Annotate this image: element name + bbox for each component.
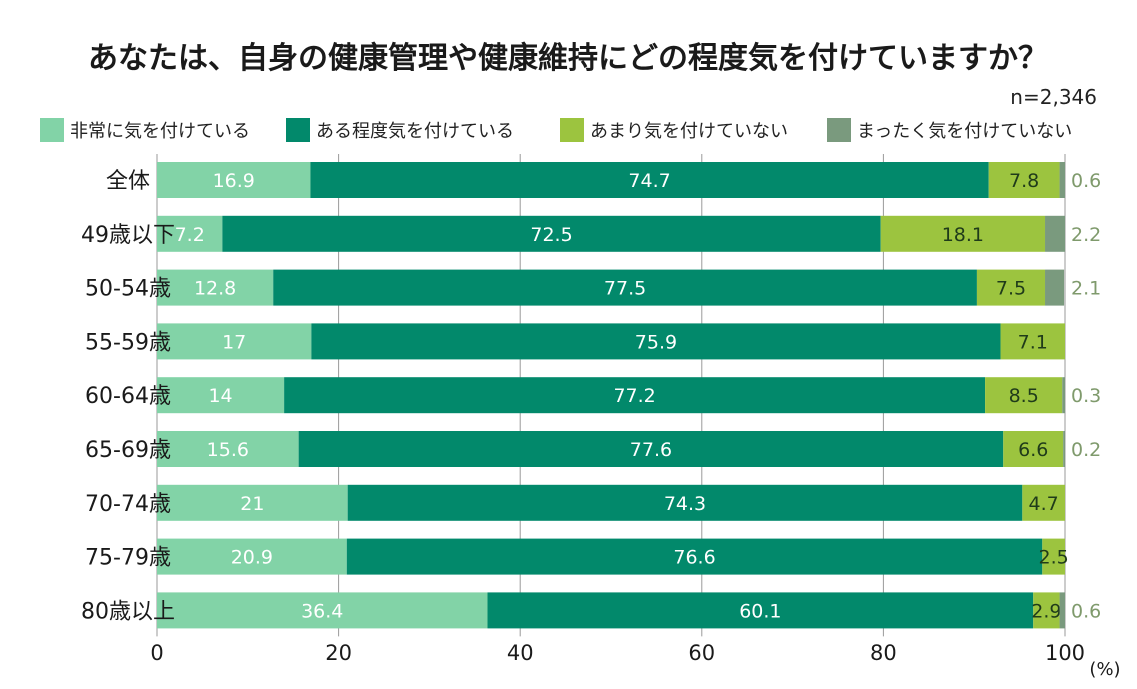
bar-segment-s3-r5 xyxy=(985,377,1063,414)
bar-segment-s4-r6 xyxy=(1063,431,1065,467)
bar-segment-s2-r9 xyxy=(487,592,1034,629)
bar-segment-s3-r4 xyxy=(1000,323,1065,360)
data-label-s2-r9: 60.1 xyxy=(739,600,781,622)
x-tick-label-20: 20 xyxy=(325,641,352,665)
category-labels: 全体 49歳以下 50-54歳 55-59歳 60-64歳 65-69歳 70-74歳 75-… xyxy=(81,169,175,624)
data-label-s1-r9: 36.4 xyxy=(301,600,343,622)
data-label-s4-r3: 2.1 xyxy=(1071,278,1101,300)
data-label-s1-r3: 12.8 xyxy=(194,278,236,300)
legend-label-3: あまり気を付けていない xyxy=(590,121,788,142)
data-label-s3-r4: 7.1 xyxy=(1018,331,1048,353)
data-label-s3-r9: 2.9 xyxy=(1031,600,1061,622)
data-label-s1-r6: 15.6 xyxy=(207,439,249,461)
data-label-s1-r4: 17 xyxy=(222,331,246,353)
category-label-8: 75-79歳 xyxy=(85,546,171,571)
bar-segment-s2-r8 xyxy=(346,538,1043,575)
data-label-s3-r7: 4.7 xyxy=(1029,493,1059,515)
legend-label-4: まったく気を付けていない xyxy=(857,121,1072,142)
data-label-s1-r1: 16.9 xyxy=(213,170,255,192)
legend-swatch-3 xyxy=(560,118,584,142)
data-label-s4-r6: 0.2 xyxy=(1071,439,1101,461)
legend-label-2: ある程度気を付けている xyxy=(316,121,514,142)
bar-segment-s4-r9 xyxy=(1059,592,1065,629)
bar-segment-s3-r7 xyxy=(1022,484,1065,521)
legend-swatch-4 xyxy=(827,118,851,142)
data-label-s2-r5: 77.2 xyxy=(613,385,655,407)
data-label-s4-r5: 0.3 xyxy=(1071,385,1101,407)
data-label-s2-r7: 74.3 xyxy=(664,493,706,515)
bar-segment-s2-r7 xyxy=(347,484,1023,521)
bar-segment-s4-r5 xyxy=(1062,377,1065,414)
bar-segment-s1-r1 xyxy=(157,162,311,198)
bar-segment-s1-r3 xyxy=(157,269,274,306)
legend-swatch-1 xyxy=(40,118,64,142)
data-label-s3-r2: 18.1 xyxy=(942,224,984,246)
x-tick-label-40: 40 xyxy=(507,641,534,665)
bar-segment-s4-r2 xyxy=(1045,215,1065,252)
bar-segment-s2-r5 xyxy=(284,377,986,414)
bar-segment-s1-r9 xyxy=(157,592,488,629)
bar-segment-s3-r2 xyxy=(880,215,1046,252)
data-label-s1-r2: 7.2 xyxy=(175,224,205,246)
bar-segment-s3-r9 xyxy=(1033,592,1060,629)
x-tick-label-80: 80 xyxy=(870,641,897,665)
bar-segment-s2-r6 xyxy=(298,431,1004,467)
data-label-s3-r1: 7.8 xyxy=(1009,170,1039,192)
x-tick-label-60: 60 xyxy=(688,641,715,665)
data-label-s4-r1: 0.6 xyxy=(1071,170,1101,192)
bar-segment-s1-r6 xyxy=(157,431,299,467)
bar-segment-s1-r4 xyxy=(157,323,312,360)
data-label-s4-r9: 0.6 xyxy=(1071,600,1101,622)
data-label-s2-r8: 76.6 xyxy=(673,547,715,569)
x-tick-label-100: 100 xyxy=(1045,641,1085,665)
x-axis-unit: (%) xyxy=(1089,659,1120,680)
category-label-4: 55-59歳 xyxy=(85,330,171,355)
x-tick-label-0: 0 xyxy=(150,641,163,665)
bar-segment-s3-r1 xyxy=(988,162,1060,198)
category-label-7: 70-74歳 xyxy=(85,492,171,517)
data-label-s2-r3: 77.5 xyxy=(604,278,646,300)
legend: 非常に気を付けている ある程度気を付けている あまり気を付けていない まったく気を付け… xyxy=(40,118,1072,142)
data-label-s2-r4: 75.9 xyxy=(635,331,677,353)
category-label-3: 50-54歳 xyxy=(85,277,171,302)
bar-segment-s2-r2 xyxy=(222,215,881,252)
data-label-s3-r5: 8.5 xyxy=(1009,385,1039,407)
data-label-s1-r8: 20.9 xyxy=(231,547,273,569)
bar-segment-s4-r3 xyxy=(1045,269,1065,306)
bars: 16.9 74.7 7.8 0.6 7.2 72.5 18.1 2.2 12.8 77.5 7.5 2… xyxy=(157,162,1101,629)
bar-segment-s1-r5 xyxy=(157,377,285,414)
data-label-s2-r6: 77.6 xyxy=(630,439,672,461)
category-label-2: 49歳以下 xyxy=(81,223,175,248)
bar-segment-s3-r8 xyxy=(1042,538,1065,575)
data-label-s3-r6: 6.6 xyxy=(1018,439,1048,461)
data-label-s2-r2: 72.5 xyxy=(530,224,572,246)
bar-segment-s2-r1 xyxy=(310,162,989,198)
data-label-s3-r3: 7.5 xyxy=(996,278,1026,300)
data-label-s1-r7: 21 xyxy=(240,493,264,515)
bar-segment-s4-r1 xyxy=(1059,162,1065,198)
category-label-9: 80歳以上 xyxy=(81,599,175,624)
bar-segment-s1-r2 xyxy=(157,215,223,252)
data-label-s3-r8: 2.5 xyxy=(1039,547,1069,569)
bar-segment-s1-r7 xyxy=(157,484,348,521)
chart-title: あなたは、自身の健康管理や健康維持にどの程度気を付けていますか？ xyxy=(88,41,1048,76)
sample-size-note: n=2,346 xyxy=(1010,85,1097,109)
bar-segment-s2-r4 xyxy=(311,323,1001,360)
x-axis-ticks: 0 20 40 60 80 100 xyxy=(150,641,1085,665)
bar-segment-s3-r3 xyxy=(976,269,1046,306)
bar-segment-s3-r6 xyxy=(1003,431,1064,467)
bar-segment-s1-r8 xyxy=(157,538,347,575)
data-label-s1-r5: 14 xyxy=(208,385,232,407)
data-label-s4-r2: 2.2 xyxy=(1071,224,1101,246)
bar-segment-s2-r3 xyxy=(273,269,977,306)
data-label-s2-r1: 74.7 xyxy=(628,170,670,192)
category-label-1: 全体 xyxy=(106,169,150,194)
category-label-5: 60-64歳 xyxy=(85,384,171,409)
legend-swatch-2 xyxy=(286,118,310,142)
legend-label-1: 非常に気を付けている xyxy=(70,121,250,142)
category-label-6: 65-69歳 xyxy=(85,438,171,463)
